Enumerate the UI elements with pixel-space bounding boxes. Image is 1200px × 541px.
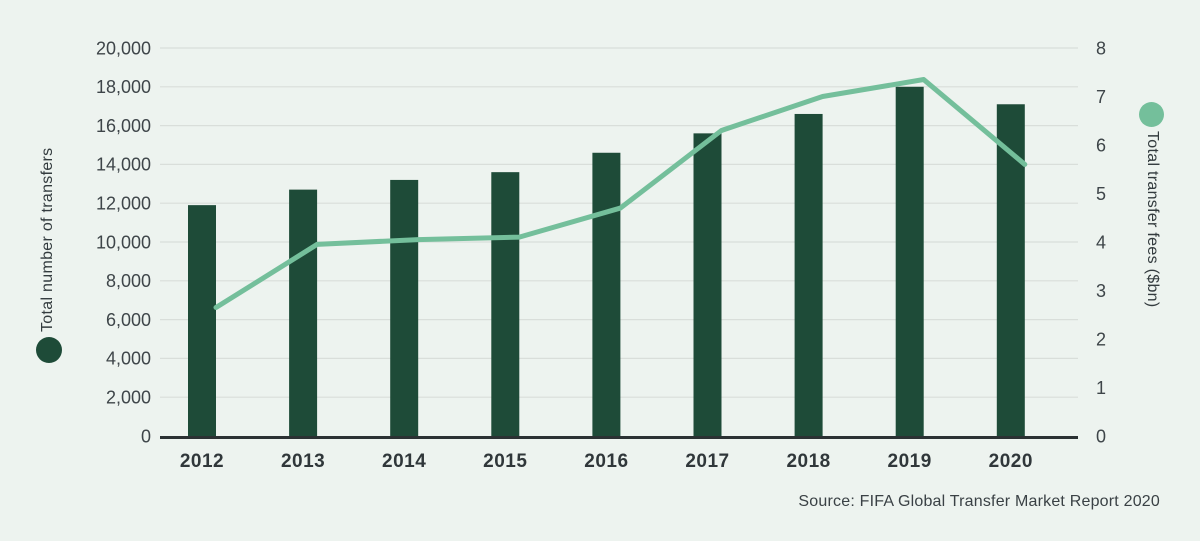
left-axis-tick-6,000: 6,000 xyxy=(106,310,151,330)
transfers-bar-2018 xyxy=(794,113,823,437)
right-axis-tick-6: 6 xyxy=(1096,135,1106,155)
right-axis-title: Total transfer fees ($bn) xyxy=(1144,131,1161,308)
right-axis-tick-4: 4 xyxy=(1096,232,1106,252)
x-axis-label-2020: 2020 xyxy=(989,451,1033,472)
right-axis-tick-5: 5 xyxy=(1096,184,1106,204)
transfers-bar-2015 xyxy=(491,172,520,436)
transfers-bar-2014 xyxy=(390,179,419,437)
left-axis-tick-0: 0 xyxy=(141,426,151,446)
left-axis-tick-2,000: 2,000 xyxy=(106,388,151,408)
x-axis-label-2013: 2013 xyxy=(281,451,325,472)
left-axis-tick-12,000: 12,000 xyxy=(96,194,151,214)
fees-legend-dot-icon xyxy=(1139,102,1164,127)
left-axis-tick-20,000: 20,000 xyxy=(96,38,151,58)
right-axis-tick-0: 0 xyxy=(1096,426,1106,446)
right-axis-tick-3: 3 xyxy=(1096,281,1106,301)
right-axis-tick-1: 1 xyxy=(1096,378,1106,398)
left-axis-tick-10,000: 10,000 xyxy=(96,232,151,252)
right-axis-tick-2: 2 xyxy=(1096,329,1106,349)
transfers-bar-2017 xyxy=(693,133,722,437)
left-axis-tick-8,000: 8,000 xyxy=(106,271,151,291)
x-axis-label-2016: 2016 xyxy=(584,451,628,472)
transfers-bar-2012 xyxy=(188,205,216,436)
x-axis-label-2018: 2018 xyxy=(786,451,830,472)
right-axis-tick-8: 8 xyxy=(1096,38,1106,58)
fees-line xyxy=(213,77,1028,310)
left-axis-tick-18,000: 18,000 xyxy=(96,77,151,97)
x-axis-label-2014: 2014 xyxy=(382,451,426,472)
x-axis-label-2015: 2015 xyxy=(483,451,527,472)
left-axis-tick-4,000: 4,000 xyxy=(106,349,151,369)
left-axis-tick-16,000: 16,000 xyxy=(96,116,151,136)
transfers-bar-2013 xyxy=(289,189,318,436)
x-axis-label-2017: 2017 xyxy=(685,451,729,472)
right-axis-tick-7: 7 xyxy=(1096,87,1106,107)
transfers-bar-2019 xyxy=(895,86,924,437)
x-axis-label-2019: 2019 xyxy=(888,451,932,472)
x-axis-label-2012: 2012 xyxy=(180,451,224,472)
transfers-bar-2016 xyxy=(592,152,621,436)
transfers-legend-dot-icon xyxy=(36,337,62,363)
left-axis-tick-14,000: 14,000 xyxy=(96,155,151,175)
left-axis-title: Total number of transfers xyxy=(39,147,56,332)
source-attribution: Source: FIFA Global Transfer Market Repo… xyxy=(798,493,1160,510)
